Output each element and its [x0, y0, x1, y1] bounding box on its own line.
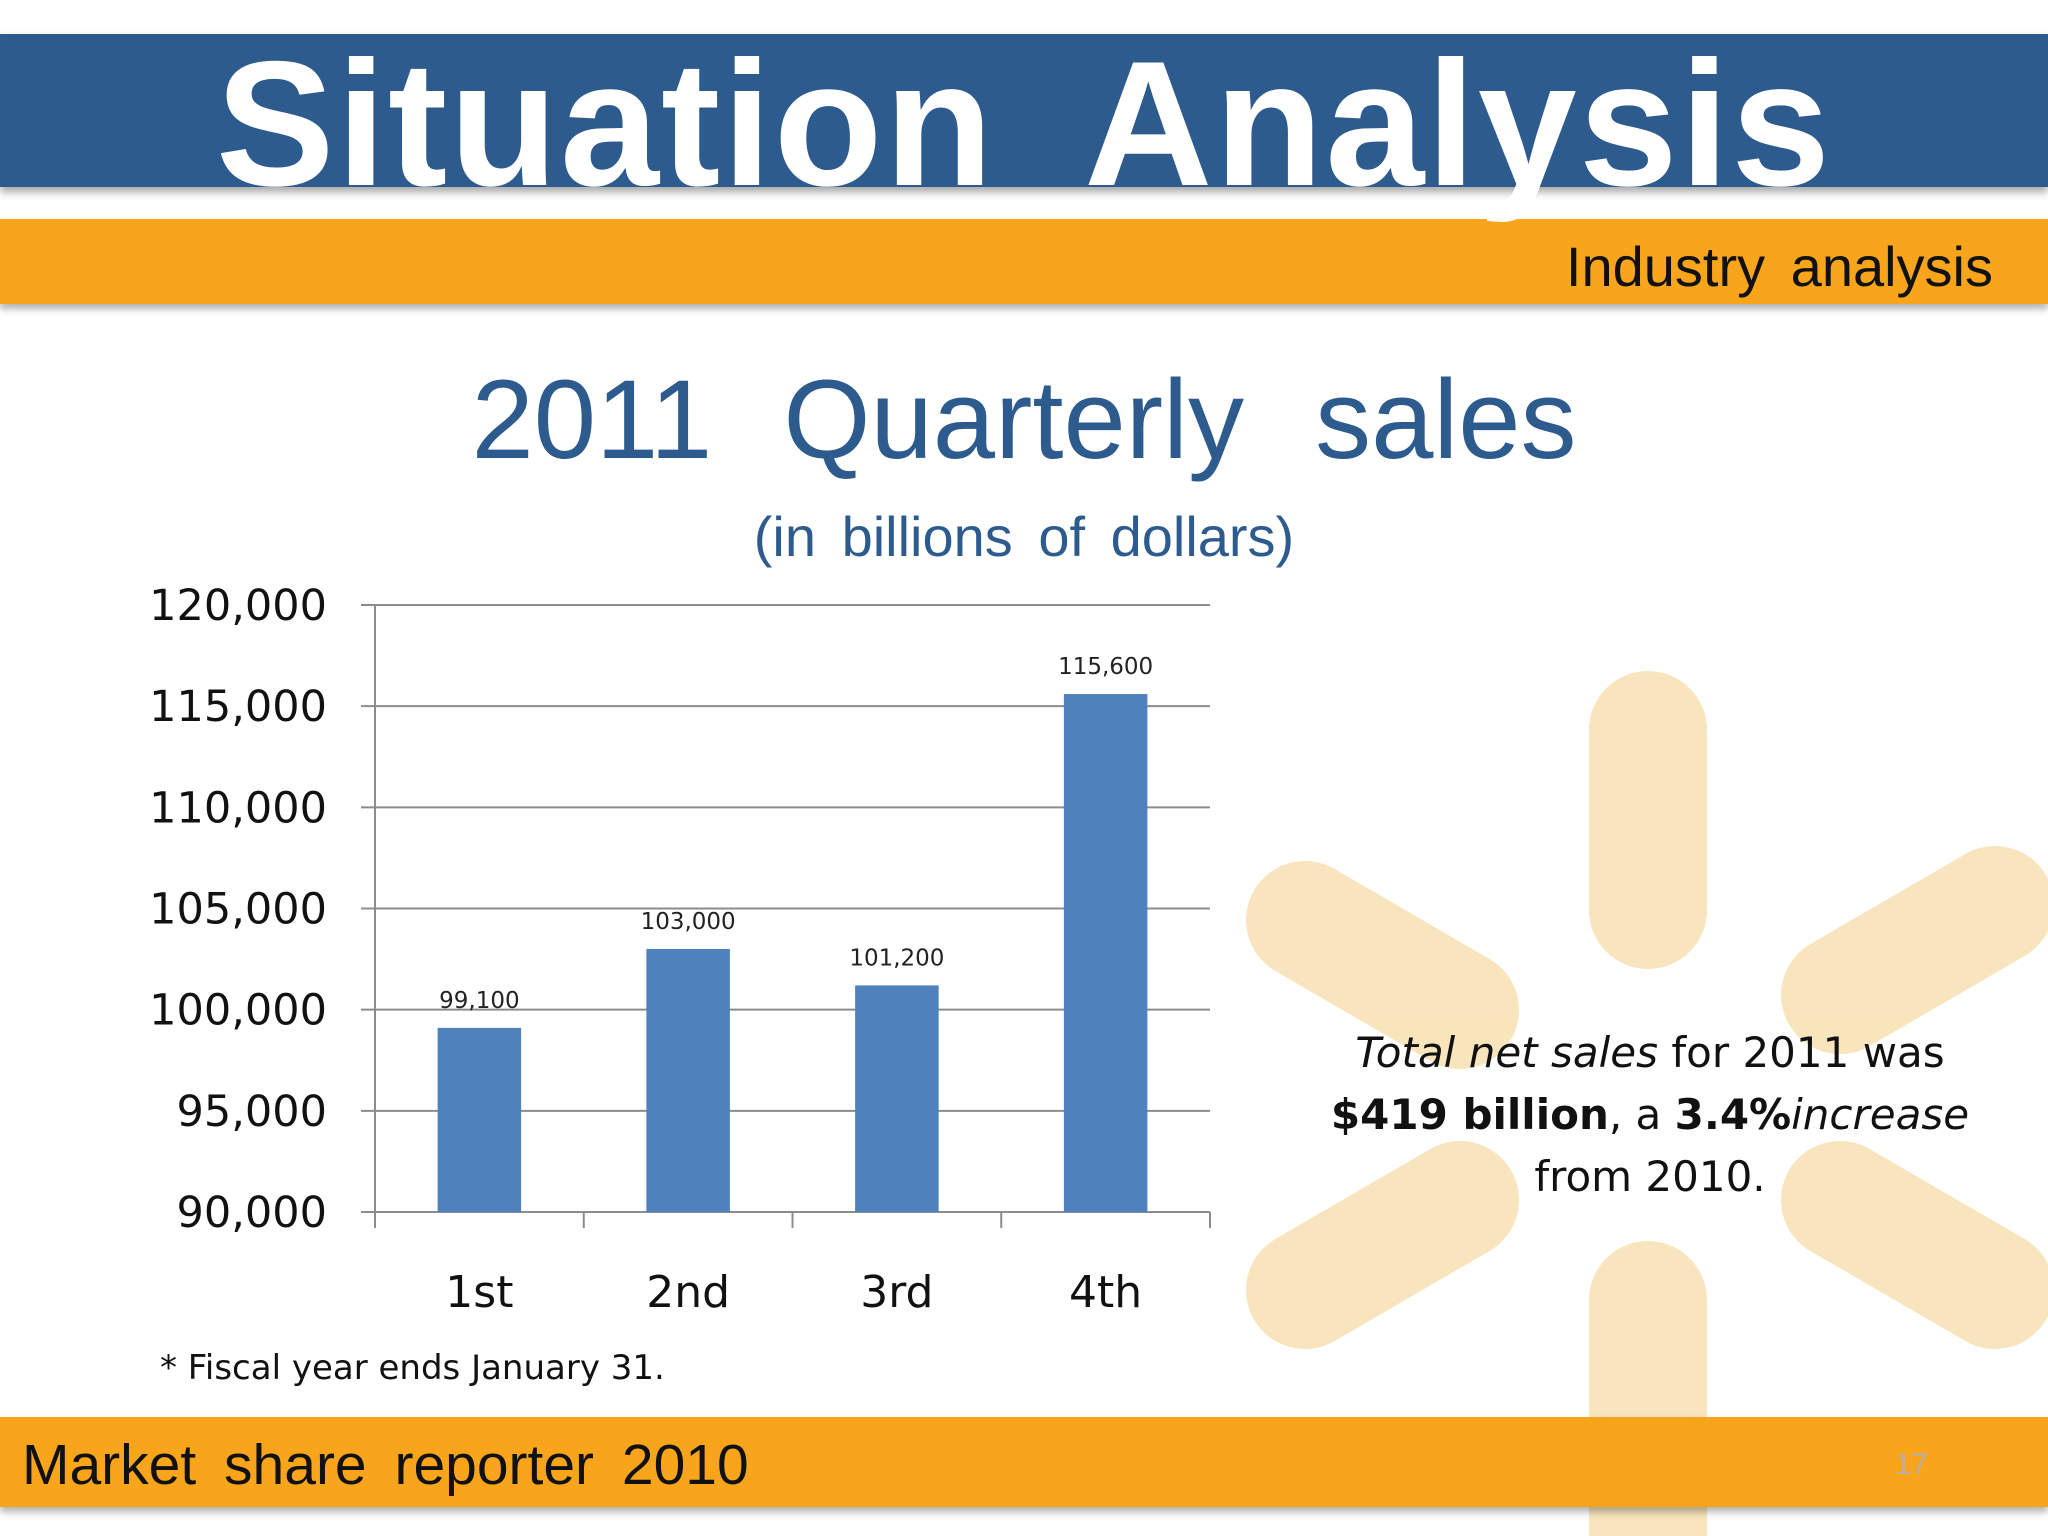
footer-bar: Market share reporter 2010 17 [0, 1417, 2048, 1507]
title-bar [0, 34, 2048, 187]
page-number: 17 [1894, 1448, 1928, 1481]
data-label: 101,200 [849, 945, 944, 971]
y-tick-label: 110,000 [149, 783, 327, 833]
sales-note-italic: Total net sales [1355, 1028, 1658, 1077]
footer-source: Market share reporter 2010 [22, 1433, 749, 1497]
y-tick-label: 120,000 [149, 581, 327, 631]
x-category-label: 2nd [646, 1267, 730, 1318]
sales-note-line-3: from 2010. [1534, 1152, 1766, 1201]
sales-note: Total net sales for 2011 was $419 billio… [1290, 1022, 2010, 1208]
bar-3rd [855, 985, 939, 1212]
y-tick-label: 95,000 [177, 1087, 327, 1137]
footnote: * Fiscal year ends January 31. [160, 1348, 665, 1388]
subtitle-bar: Industry analysis [0, 219, 2048, 304]
y-tick-label: 105,000 [149, 885, 327, 935]
data-label: 115,600 [1058, 654, 1153, 680]
slide-subtitle: Industry analysis [1565, 235, 1993, 298]
sales-note-line-1: Total net sales for 2011 was [1290, 1022, 2010, 1084]
sales-note-percent: 3.4% [1674, 1090, 1792, 1139]
data-label: 99,100 [439, 988, 519, 1014]
x-category-label: 4th [1069, 1267, 1142, 1318]
bar-1st [437, 1027, 522, 1212]
sales-note-text: for 2011 was [1658, 1028, 1945, 1077]
bar-2nd [646, 948, 730, 1212]
y-tick-label: 90,000 [177, 1188, 327, 1238]
chart-subtitle: (in billions of dollars) [753, 505, 1295, 568]
chart-title: 2011 Quarterly sales [471, 357, 1577, 482]
sales-note-text: , a [1608, 1090, 1675, 1139]
sales-note-italic: increase [1791, 1090, 1970, 1139]
y-tick-label: 115,000 [149, 682, 327, 732]
sales-note-line-2: $419 billion, a 3.4%increase [1290, 1084, 2010, 1146]
y-tick-label: 100,000 [149, 986, 327, 1036]
x-category-label: 3rd [860, 1267, 933, 1318]
data-label: 103,000 [641, 909, 736, 935]
bar-chart: 90,000 95,000 100,000 105,000 110,000 115,000… [149, 581, 1211, 1318]
slide-title: Situation Analysis [215, 24, 1833, 223]
bar-4th [1063, 694, 1148, 1212]
sales-note-amount: $419 billion [1330, 1090, 1609, 1139]
x-category-label: 1st [445, 1267, 513, 1318]
